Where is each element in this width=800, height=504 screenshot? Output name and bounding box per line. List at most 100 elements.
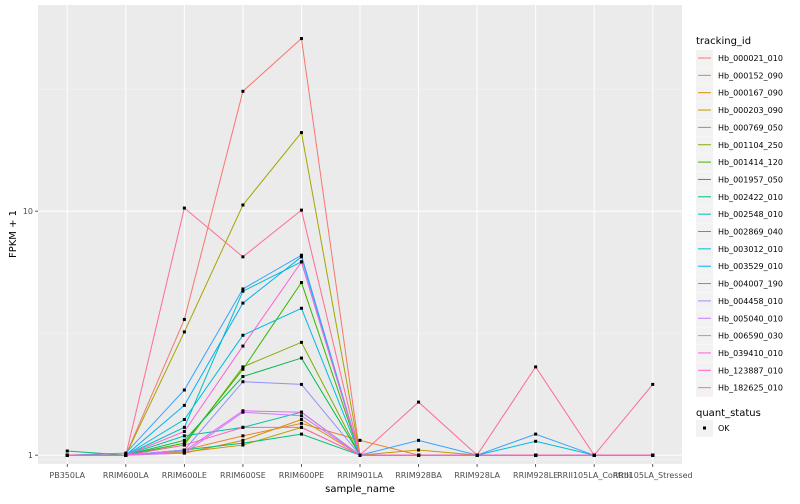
data-point bbox=[241, 287, 245, 291]
data-point bbox=[182, 388, 186, 392]
data-point bbox=[534, 453, 538, 457]
legend-label: Hb_001414_120 bbox=[718, 158, 783, 167]
legend-label: Hb_006590_030 bbox=[718, 332, 783, 341]
x-tick-label: RRIM901LA bbox=[337, 471, 383, 480]
legend-label: Hb_000167_090 bbox=[718, 89, 783, 98]
data-point bbox=[417, 438, 421, 442]
data-point bbox=[651, 453, 655, 457]
legend-title: tracking_id bbox=[696, 36, 751, 47]
axes: 1 10 PB350LA RRIM600LA RRIM600LE RRIM600SE RRI… bbox=[23, 207, 693, 480]
data-point bbox=[299, 37, 303, 41]
legend-label: Hb_182625_010 bbox=[718, 384, 783, 393]
data-point bbox=[299, 425, 303, 429]
data-point bbox=[299, 356, 303, 360]
data-point bbox=[651, 382, 655, 386]
data-point bbox=[182, 330, 186, 334]
data-point bbox=[241, 441, 245, 445]
data-point bbox=[124, 451, 128, 455]
data-point bbox=[417, 453, 421, 457]
data-point bbox=[299, 410, 303, 414]
data-point bbox=[299, 255, 303, 259]
x-tick-label: RRII105LA_Stressed bbox=[613, 471, 693, 480]
x-tick-label: RRII105LA_Control bbox=[557, 471, 631, 480]
legend: tracking_id quant_status Hb_000021_010 Hb… bbox=[696, 36, 783, 437]
data-point bbox=[241, 375, 245, 379]
legend-label: Hb_003529_010 bbox=[718, 262, 783, 271]
legend-label: Hb_004458_010 bbox=[718, 297, 783, 306]
data-point bbox=[182, 418, 186, 422]
series-points bbox=[65, 37, 655, 457]
legend-label: Hb_004007_190 bbox=[718, 280, 783, 289]
data-point bbox=[299, 418, 303, 422]
data-point bbox=[299, 306, 303, 310]
data-point bbox=[299, 340, 303, 344]
data-point bbox=[65, 449, 69, 453]
x-tick-label: RRIM928BA bbox=[395, 471, 442, 480]
data-point bbox=[299, 414, 303, 418]
data-point bbox=[534, 439, 538, 443]
legend-label: Hb_000021_010 bbox=[718, 54, 783, 63]
legend-label: Hb_000203_090 bbox=[718, 106, 783, 115]
x-axis-title: sample_name bbox=[325, 484, 395, 495]
x-tick-label: RRIM600PE bbox=[279, 471, 325, 480]
data-point bbox=[358, 453, 362, 457]
x-tick-label: RRIM928LE bbox=[513, 471, 558, 480]
data-point bbox=[241, 333, 245, 337]
x-tick-label: RRIM928LA bbox=[454, 471, 500, 480]
grid bbox=[38, 5, 682, 464]
data-point bbox=[182, 403, 186, 407]
data-point bbox=[241, 434, 245, 438]
data-point bbox=[124, 453, 128, 457]
data-point bbox=[241, 89, 245, 93]
data-point bbox=[358, 438, 362, 442]
data-point bbox=[417, 400, 421, 404]
y-axis-title: FPKM + 1 bbox=[8, 210, 19, 258]
data-point bbox=[241, 409, 245, 413]
data-point bbox=[241, 203, 245, 207]
legend-label: Hb_000769_050 bbox=[718, 123, 783, 132]
data-point bbox=[592, 453, 596, 457]
data-point bbox=[241, 301, 245, 305]
legend-label: Hb_002422_010 bbox=[718, 193, 783, 202]
data-point bbox=[182, 317, 186, 321]
data-point bbox=[299, 432, 303, 436]
data-point bbox=[182, 430, 186, 434]
shape-legend-title: quant_status bbox=[696, 408, 761, 419]
data-point bbox=[241, 255, 245, 259]
data-point bbox=[182, 451, 186, 455]
legend-label: Hb_002869_040 bbox=[718, 228, 783, 237]
x-tick-label: RRIM600LE bbox=[162, 471, 207, 480]
legend-label: Hb_003012_010 bbox=[718, 245, 783, 254]
data-point bbox=[182, 438, 186, 442]
legend-label: Hb_002548_010 bbox=[718, 210, 783, 219]
legend-label: Hb_001957_050 bbox=[718, 175, 783, 184]
data-point bbox=[534, 365, 538, 369]
legend-label: Hb_001104_250 bbox=[718, 141, 783, 150]
data-point bbox=[299, 382, 303, 386]
data-point bbox=[241, 438, 245, 442]
data-point bbox=[299, 131, 303, 135]
data-point bbox=[182, 449, 186, 453]
data-point bbox=[299, 260, 303, 264]
legend-label: Hb_123887_010 bbox=[718, 366, 783, 375]
x-tick-label: RRIM600LA bbox=[103, 471, 149, 480]
data-point bbox=[299, 253, 303, 257]
data-point bbox=[299, 421, 303, 425]
data-point bbox=[241, 365, 245, 369]
shape-legend-symbol bbox=[703, 426, 706, 430]
data-point bbox=[241, 367, 245, 371]
data-point bbox=[241, 425, 245, 429]
legend-label: Hb_005040_010 bbox=[718, 314, 783, 323]
data-point bbox=[182, 425, 186, 429]
data-point bbox=[534, 432, 538, 436]
y-tick-label: 10 bbox=[23, 207, 33, 216]
data-point bbox=[65, 453, 69, 457]
legend-label: Hb_000152_090 bbox=[718, 71, 783, 80]
data-point bbox=[299, 208, 303, 212]
data-point bbox=[241, 443, 245, 447]
x-tick-label: RRIM600SE bbox=[220, 471, 266, 480]
data-point bbox=[182, 443, 186, 447]
data-point bbox=[182, 434, 186, 438]
